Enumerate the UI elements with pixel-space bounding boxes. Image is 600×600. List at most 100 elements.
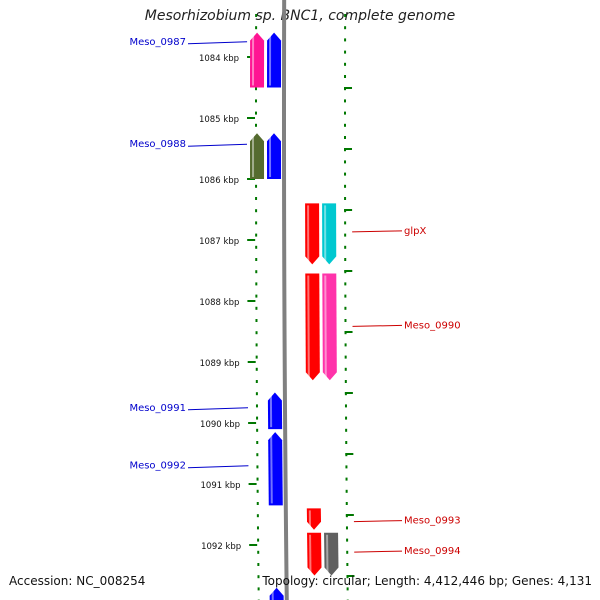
right-scale-dots [344, 14, 347, 17]
accession-text: Accession: NC_008254 [9, 574, 146, 588]
gene-highlight [270, 434, 273, 504]
gene-arrow [250, 133, 265, 179]
left-scale-dots [255, 355, 258, 359]
gene-arrow [306, 508, 322, 530]
tick-layer: 1084 kbp 1085 kbp 1086 kbp 1087 kbp 1088 kbp… [199, 14, 355, 600]
right-scale-dots [344, 99, 347, 103]
left-scale-dots [255, 270, 258, 274]
major-tick [248, 483, 257, 485]
left-scale-dots [255, 367, 258, 371]
gene-layer [250, 32, 339, 600]
left-scale-dots [255, 99, 258, 103]
right-scale-dots [344, 355, 347, 359]
right-scale-dots [344, 26, 347, 30]
right-scale-dots [344, 111, 347, 115]
major-tick [249, 544, 258, 546]
right-scale-dots [344, 282, 347, 286]
left-scale-dots [255, 111, 258, 115]
gene-label: Meso_0993 [404, 516, 461, 527]
tick-label: 1089 kbp [200, 359, 240, 369]
label-leader [187, 407, 249, 411]
tick-label: 1086 kbp [199, 176, 239, 186]
left-scale-dots [255, 319, 258, 322]
tick-label: 1092 kbp [201, 542, 241, 552]
tick-label: 1085 kbp [199, 115, 239, 125]
right-scale-dots [344, 75, 347, 78]
tick-label: 1084 kbp [199, 54, 239, 64]
right-scale-dots [344, 197, 347, 200]
left-scale-dots [256, 428, 259, 432]
right-scale-dots [345, 502, 348, 505]
left-scale-dots [257, 587, 260, 591]
gene-highlight [324, 275, 327, 379]
right-scale-dots [344, 38, 347, 42]
left-scale-dots [255, 282, 258, 286]
left-scale-dots [255, 233, 258, 237]
label-leader [352, 230, 403, 233]
major-tick [247, 117, 256, 119]
left-scale-dots [256, 477, 259, 481]
gene-arrow [305, 273, 320, 381]
right-scale-dots [345, 441, 348, 444]
right-scale-dots [344, 294, 347, 298]
gene-arrow [322, 203, 337, 265]
right-scale-dots [345, 428, 348, 432]
right-scale-dots [344, 172, 347, 176]
left-scale-dots [255, 380, 258, 383]
gene-arrow [269, 587, 284, 600]
left-scale-dots [257, 550, 260, 554]
left-scale-dots [255, 294, 258, 298]
right-scale-dots [346, 587, 349, 591]
major-tick [344, 209, 353, 211]
major-tick [345, 453, 354, 455]
gene-arrow [305, 203, 320, 265]
left-scale-dots [256, 441, 259, 444]
right-scale-dots [346, 563, 349, 566]
major-tick [247, 300, 256, 302]
label-layer: Meso_0987 Meso_0988 glpX Meso_0990 Meso_0991… [129, 37, 460, 557]
right-scale-dots [344, 245, 347, 249]
left-scale-dots [255, 209, 258, 213]
major-tick [346, 575, 355, 577]
tick-label: 1090 kbp [200, 420, 240, 430]
label-leader [187, 143, 248, 147]
right-scale-dots [344, 123, 347, 127]
major-tick [248, 422, 257, 424]
gene-arrow [324, 532, 339, 576]
left-scale-dots [256, 453, 259, 457]
right-scale-dots [344, 404, 347, 408]
right-scale-dots [346, 550, 349, 554]
right-scale-dots [344, 50, 347, 54]
major-tick [247, 239, 256, 241]
right-scale-dots [344, 62, 347, 66]
label-leader [187, 465, 249, 469]
right-scale-dots [344, 221, 347, 225]
label-leader [354, 550, 403, 553]
major-tick [344, 392, 353, 394]
gene-label: Meso_0990 [404, 320, 461, 331]
topology-text: Topology: circular; Length: 4,412,446 bp… [262, 574, 592, 588]
left-scale-dots [255, 306, 258, 310]
label-leader [352, 324, 403, 327]
left-scale-dots [255, 343, 258, 347]
label-leader [187, 41, 248, 45]
left-scale-dots [256, 514, 259, 518]
right-scale-dots [344, 319, 347, 322]
left-scale-dots [256, 526, 259, 530]
right-scale-dots [344, 380, 347, 383]
right-scale-dots [344, 233, 347, 237]
genome-backbone [281, 0, 289, 600]
gene-label: Meso_0994 [404, 546, 461, 557]
right-scale-dots [345, 477, 348, 481]
right-scale-dots [345, 416, 348, 420]
left-scale-dots [255, 123, 258, 127]
left-scale-dots [257, 575, 260, 579]
left-scale-dots [255, 404, 258, 408]
gene-label: Meso_0992 [129, 461, 186, 472]
major-tick [344, 270, 353, 272]
gene-arrow [322, 273, 337, 381]
left-scale-dots [255, 331, 258, 335]
left-scale-dots [255, 14, 258, 17]
